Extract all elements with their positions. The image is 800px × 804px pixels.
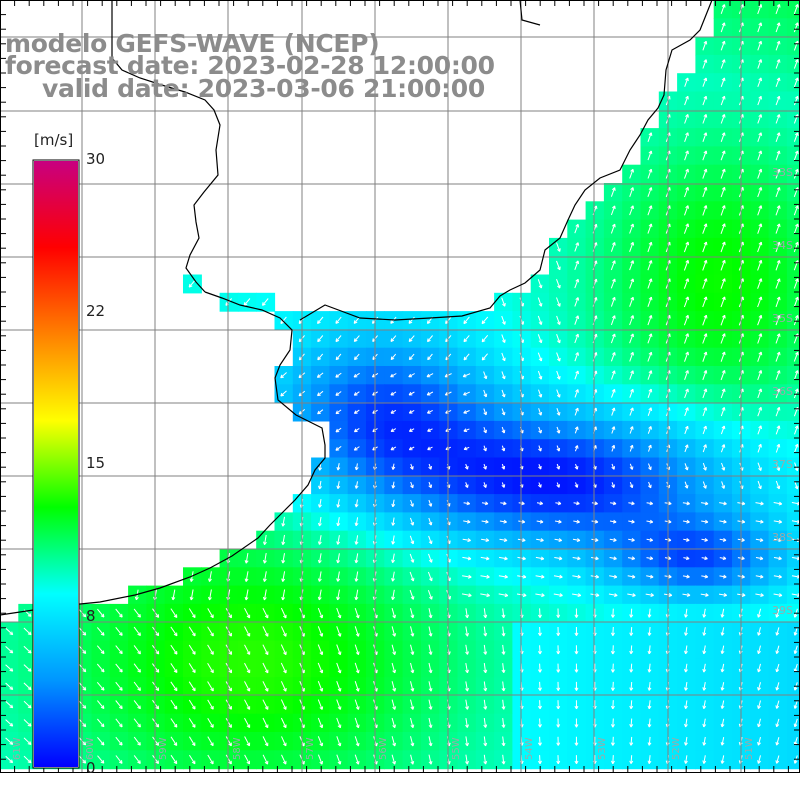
colorbar-tick-22: 22 bbox=[86, 304, 105, 319]
colorbar-tick-15: 15 bbox=[86, 456, 105, 471]
lat-label: 37S bbox=[772, 458, 793, 471]
lat-label: 36S bbox=[772, 385, 793, 398]
lon-label: 59W bbox=[158, 737, 169, 760]
lat-label: 39S bbox=[772, 604, 793, 617]
colorbar-tick-8: 8 bbox=[86, 609, 96, 624]
lon-label: 58W bbox=[232, 737, 243, 760]
lon-label: 56W bbox=[378, 737, 389, 760]
lat-label: 33S bbox=[772, 166, 793, 179]
lon-label: 61W bbox=[12, 737, 23, 760]
lon-label: 53W bbox=[597, 737, 608, 760]
coastline-segment bbox=[520, 0, 540, 25]
lon-label: 57W bbox=[305, 737, 316, 760]
lon-label: 52W bbox=[671, 737, 682, 760]
colorbar-tick-0: 0 bbox=[86, 761, 96, 776]
lon-label: 54W bbox=[524, 737, 535, 760]
lon-label: 51W bbox=[744, 737, 755, 760]
colorbar-unit: [m/s] bbox=[34, 131, 73, 149]
colorbar bbox=[34, 161, 78, 767]
lon-label: 60W bbox=[85, 737, 96, 760]
lon-label: 55W bbox=[451, 737, 462, 760]
lat-label: 34S bbox=[772, 239, 793, 252]
colorbar-tick-30: 30 bbox=[86, 152, 105, 167]
wind-speed-field bbox=[0, 0, 800, 769]
lat-label: 35S bbox=[772, 312, 793, 325]
lat-label: 38S bbox=[772, 531, 793, 544]
title-valid-date: valid date: 2023-03-06 21:00:00 bbox=[42, 76, 485, 101]
